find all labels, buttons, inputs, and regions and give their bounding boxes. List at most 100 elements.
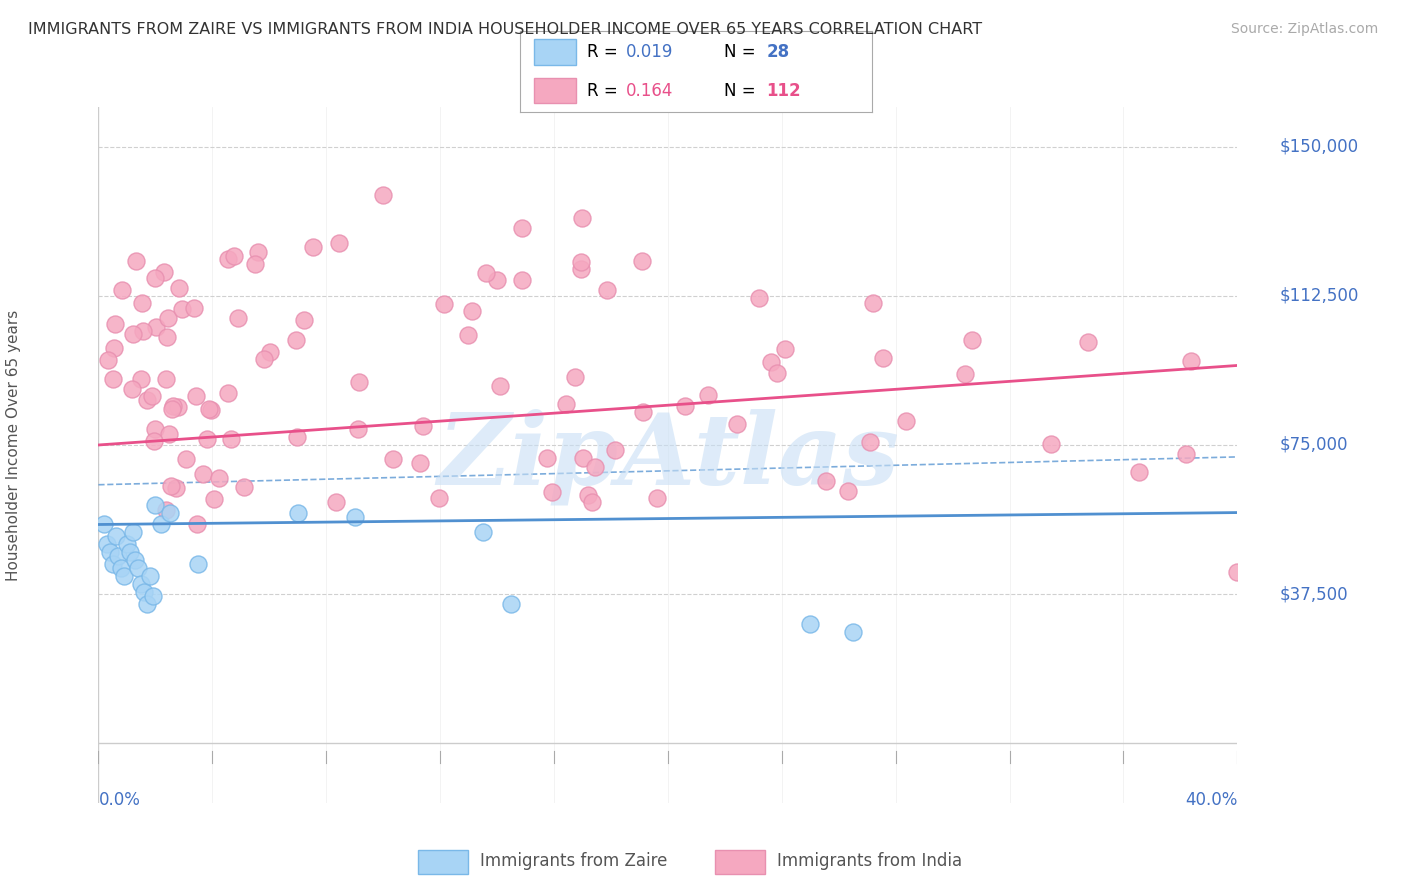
Point [371,187,394,202]
Point [501,597,523,611]
Point [243,256,266,270]
Point [576,488,599,502]
Point [510,273,533,287]
Point [325,494,347,508]
Point [581,495,603,509]
Text: Immigrants from Zaire: Immigrants from Zaire [481,852,668,870]
Point [121,382,143,396]
Text: R =: R = [588,82,623,100]
Point [162,399,184,413]
Point [226,311,249,326]
Point [775,342,797,356]
Point [155,502,177,516]
Point [112,569,135,583]
Point [222,249,245,263]
Point [145,320,167,334]
Point [127,561,149,575]
Point [259,344,281,359]
Point [799,616,821,631]
Point [287,506,309,520]
Point [157,427,180,442]
Point [156,329,179,343]
Point [859,434,882,449]
Point [184,389,207,403]
Text: $75,000: $75,000 [1279,436,1348,454]
Point [155,372,177,386]
Point [536,450,558,465]
Point [111,283,134,297]
Point [129,577,152,591]
Point [872,351,894,365]
Point [153,265,176,279]
Point [118,545,141,559]
Point [174,452,197,467]
Point [101,558,124,572]
Point [461,303,484,318]
Point [217,386,239,401]
Point [725,417,748,431]
Point [571,450,593,465]
Point [217,252,239,266]
Point [1039,437,1062,451]
Point [110,561,132,575]
Text: 40.0%: 40.0% [1185,791,1237,809]
Point [485,273,508,287]
Point [631,253,654,268]
FancyBboxPatch shape [419,849,468,874]
Point [115,537,138,551]
Point [221,432,243,446]
Point [207,471,229,485]
Point [132,324,155,338]
Text: ZipAtlas: ZipAtlas [437,409,898,505]
Point [292,312,315,326]
Point [564,370,586,384]
Point [571,211,593,226]
Point [160,479,183,493]
Point [200,402,222,417]
Point [427,491,450,505]
Point [167,281,190,295]
Point [93,517,115,532]
Text: 0.164: 0.164 [626,82,673,100]
Point [697,388,720,402]
Point [103,318,125,332]
Text: N =: N = [724,43,761,61]
Point [131,296,153,310]
Point [183,301,205,315]
Point [103,341,125,355]
Point [141,589,163,603]
Text: Householder Income Over 65 years: Householder Income Over 65 years [6,310,21,581]
Point [150,517,173,532]
Point [510,221,533,235]
Text: R =: R = [588,43,623,61]
Point [284,334,307,348]
Point [837,484,859,499]
Point [121,525,143,540]
Text: $112,500: $112,500 [1279,287,1360,305]
Point [143,422,166,436]
Point [98,545,121,559]
Point [569,254,592,268]
Point [101,371,124,385]
Point [247,244,270,259]
Point [645,491,668,505]
Point [166,400,188,414]
Point [842,624,865,639]
Text: Source: ZipAtlas.com: Source: ZipAtlas.com [1230,22,1378,37]
Point [198,402,221,417]
Point [104,529,127,543]
Text: IMMIGRANTS FROM ZAIRE VS IMMIGRANTS FROM INDIA HOUSEHOLDER INCOME OVER 65 YEARS : IMMIGRANTS FROM ZAIRE VS IMMIGRANTS FROM… [28,22,983,37]
Point [96,537,118,551]
Point [253,351,276,366]
Point [132,585,155,599]
Point [540,485,562,500]
Point [596,283,619,297]
Point [159,506,181,520]
Text: $37,500: $37,500 [1279,585,1348,603]
Point [157,311,180,326]
Point [766,366,789,380]
Point [1226,565,1249,579]
Text: N =: N = [724,82,761,100]
FancyBboxPatch shape [716,849,765,874]
Point [187,558,209,572]
